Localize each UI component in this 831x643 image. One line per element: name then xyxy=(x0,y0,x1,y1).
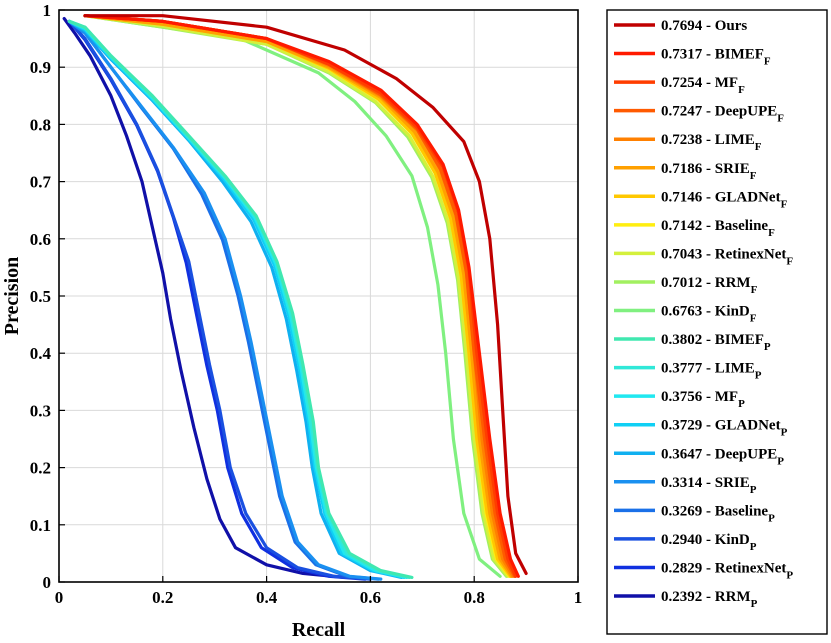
series-line-retinexnet-f xyxy=(83,14,510,578)
y-tick-label: 0.9 xyxy=(30,58,51,77)
x-tick-label: 0.4 xyxy=(256,588,278,607)
series-line-srie-f xyxy=(83,14,514,578)
legend-entry: 0.2940 - KinDP xyxy=(661,532,757,553)
y-tick-label: 0.4 xyxy=(30,344,52,363)
x-tick-label: 1 xyxy=(574,588,583,607)
x-tick-label: 0.8 xyxy=(464,588,485,607)
y-tick-label: 0.6 xyxy=(30,230,51,249)
curve-group xyxy=(62,14,528,581)
legend-entry: 0.7142 - BaselineF xyxy=(661,218,775,239)
legend-entry: 0.6763 - KinDF xyxy=(661,304,757,325)
legend-entry: 0.3777 - LIMEP xyxy=(661,361,762,382)
legend-entry: 0.3802 - BIMEFP xyxy=(661,332,771,353)
series-line-kind-p xyxy=(67,19,372,581)
legend-entry: 0.7254 - MFF xyxy=(661,75,745,96)
y-tick-label: 0.3 xyxy=(30,401,51,420)
series-line-ours xyxy=(83,14,528,575)
legend-entry: 0.3756 - MFP xyxy=(661,389,745,410)
y-tick-label: 0.1 xyxy=(30,516,51,535)
axis-ticks: 0 0.2 0.4 0.6 0.8 1 0 0.1 0.2 0.3 0.4 0.5 0.6 0.7 0.8 0… xyxy=(30,1,583,607)
series-line-srie-p xyxy=(67,19,383,581)
series-line-rrm-p xyxy=(62,17,347,579)
legend-entry: 0.7043 - RetinexNetF xyxy=(661,246,793,267)
y-axis-label: Precision xyxy=(1,257,23,336)
legend-entry: 0.7694 - Ours xyxy=(661,18,747,34)
legend-entry: 0.3314 - SRIEP xyxy=(661,475,757,496)
legend-entry: 0.3729 - GLADNetP xyxy=(661,418,788,439)
y-tick-label: 0.5 xyxy=(30,287,51,306)
legend-entry: 0.2829 - RetinexNetP xyxy=(661,560,793,581)
legend-entry: 0.7012 - RRMF xyxy=(661,275,758,296)
x-tick-label: 0.6 xyxy=(360,588,381,607)
x-axis-label: Recall xyxy=(292,619,346,641)
y-tick-label: 1 xyxy=(43,1,52,20)
legend-entry: 0.7247 - DeepUPEF xyxy=(661,104,784,125)
series-line-bimef-p xyxy=(67,19,414,579)
legend-box xyxy=(606,9,828,635)
legend: 0.7694 - Ours 0.7317 - BIMEFF 0.7254 - MFF… xyxy=(606,9,828,635)
legend-entry: 0.3647 - DeepUPEP xyxy=(661,446,784,467)
y-tick-label: 0 xyxy=(43,573,52,592)
legend-entry: 0.7238 - LIMEF xyxy=(661,132,762,153)
legend-entry: 0.7146 - GLADNetF xyxy=(661,189,788,210)
series-line-bimef-f xyxy=(83,14,520,578)
y-tick-label: 0.8 xyxy=(30,115,51,134)
x-tick-label: 0.2 xyxy=(152,588,173,607)
legend-entry: 0.7186 - SRIEF xyxy=(661,161,757,182)
legend-entry: 0.3269 - BaselineP xyxy=(661,503,775,524)
y-tick-label: 0.2 xyxy=(30,459,51,478)
y-tick-label: 0.7 xyxy=(30,173,52,192)
legend-entry: 0.2392 - RRMP xyxy=(661,589,758,610)
legend-entry: 0.7317 - BIMEFF xyxy=(661,47,771,68)
series-line-kind-f xyxy=(83,14,502,578)
x-tick-label: 0 xyxy=(55,588,64,607)
